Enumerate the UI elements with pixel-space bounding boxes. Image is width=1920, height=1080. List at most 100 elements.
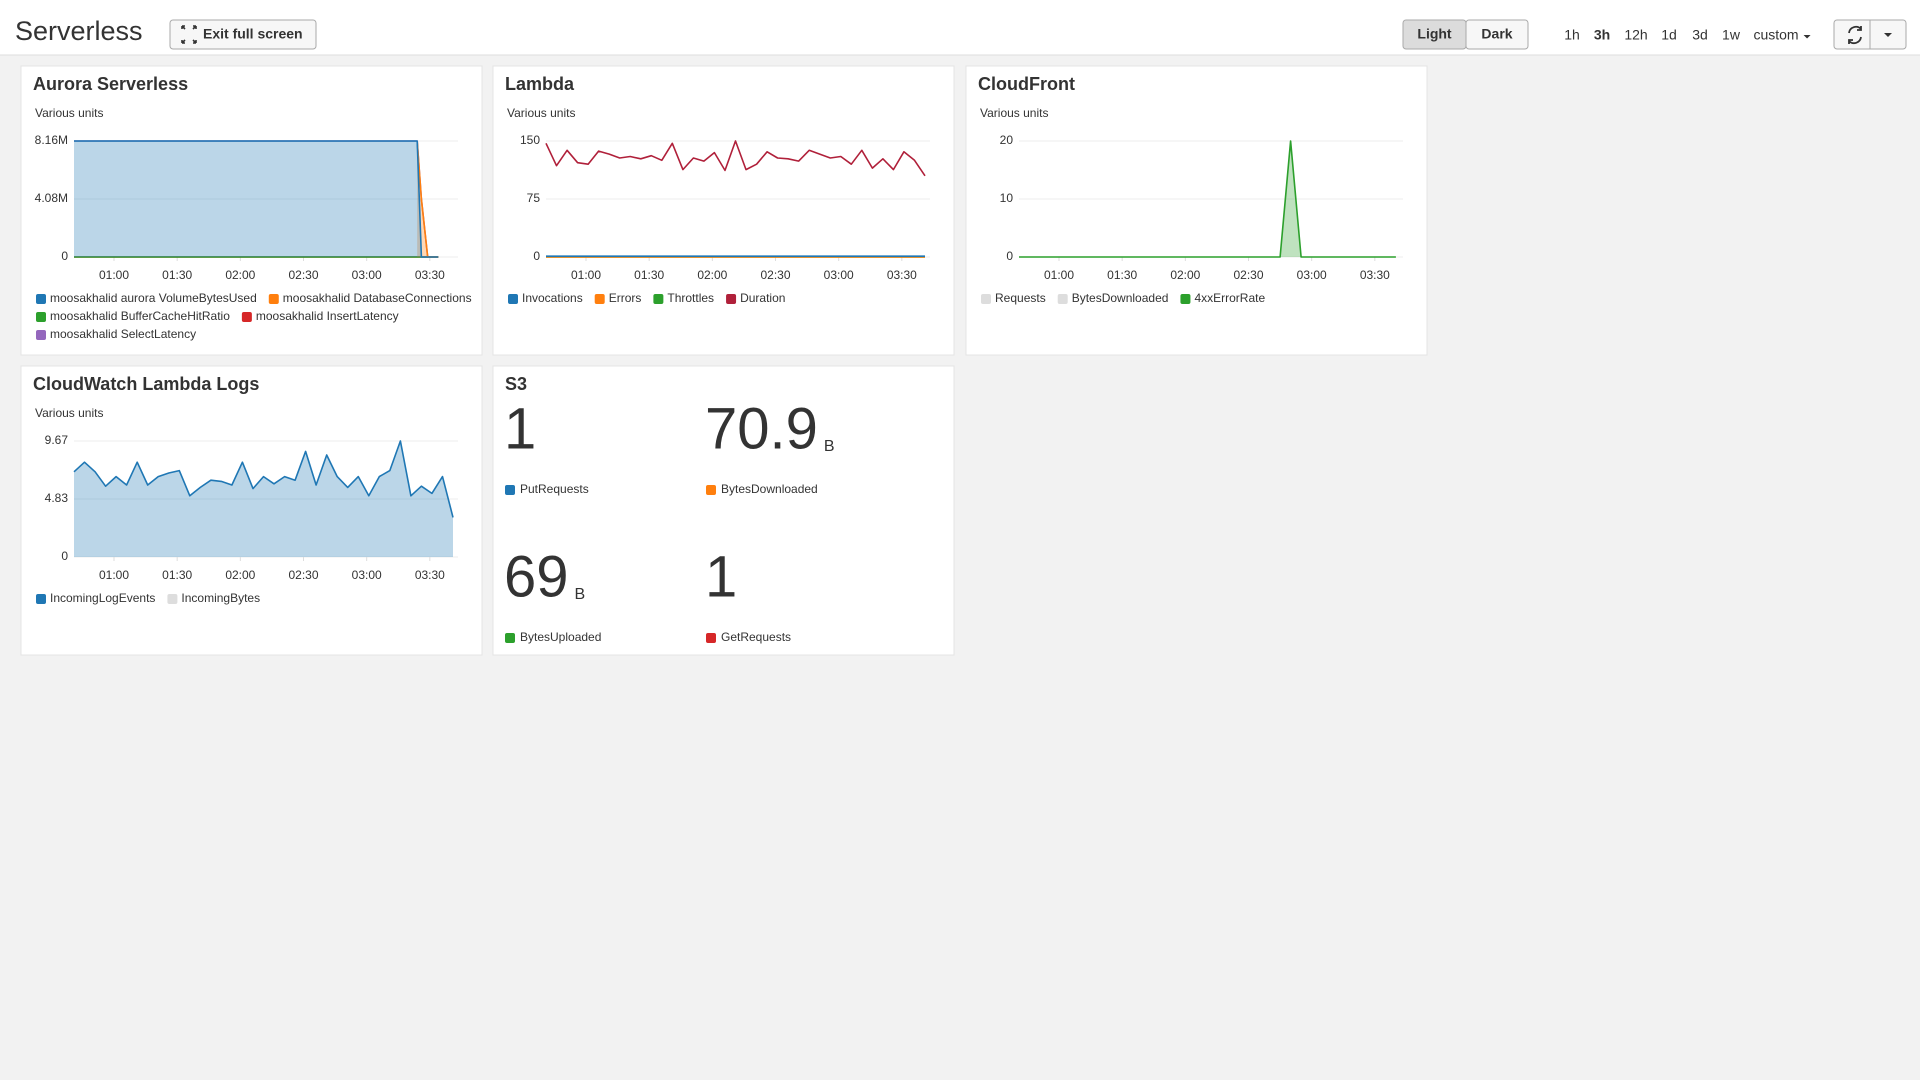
widget: Lambda Various units 0 75 150 01:00 01:30 02:00… [492,65,955,356]
metric-value: 69 [504,544,569,609]
widget-title: Aurora Serverless [33,74,188,94]
y-axis-label: Various units [980,106,1048,120]
legend-swatch [505,485,515,495]
y-axis-label: Various units [507,106,575,120]
widget-bg [492,365,955,656]
theme-button-bg[interactable] [1465,19,1529,50]
time-range[interactable]: 3d [1692,27,1708,43]
legend-label[interactable]: GetRequests [721,630,791,644]
legend-label[interactable]: Errors [609,291,642,305]
x-tick-label: 02:00 [697,268,727,282]
legend-swatch [508,294,518,304]
y-axis-label: Various units [35,106,103,120]
time-range[interactable]: 1h [1564,27,1580,43]
metric-value: 70.9 [705,396,818,461]
y-tick-label: 0 [533,249,540,263]
x-tick-label: 03:00 [824,268,854,282]
widget: CloudFront Various units 0 10 20 01:00 01:30 02… [965,65,1428,356]
legend-swatch [167,594,178,604]
metric-value: 1 [504,396,536,461]
legend-label[interactable]: BytesDownloaded [721,482,818,496]
x-tick-label: 02:00 [225,268,255,282]
refresh-button[interactable] [1833,19,1907,50]
theme-label[interactable]: Light [1417,26,1452,42]
legend-label[interactable]: Requests [995,291,1046,305]
widget-bg [492,65,955,356]
legend-swatch [706,485,716,495]
legend-swatch [505,633,515,643]
refresh-icon [1848,25,1862,45]
legend-swatch [268,294,279,304]
legend-label[interactable]: moosakhalid DatabaseConnections [283,291,472,305]
x-tick-label: 02:30 [288,268,318,282]
x-tick-label: 02:30 [288,568,318,582]
area [417,141,439,257]
legend-label[interactable]: moosakhalid SelectLatency [50,327,196,341]
widget-bg [20,65,483,356]
legend-swatch [241,312,252,322]
y-tick-label: 0 [61,249,68,263]
legend-label[interactable]: moosakhalid aurora VolumeBytesUsed [50,291,257,305]
y-axis-label: Various units [35,406,103,420]
legend-label[interactable]: Duration [740,291,785,305]
legend-swatch [36,312,46,322]
legend-label[interactable]: IncomingBytes [181,591,260,605]
legend-label[interactable]: PutRequests [520,482,589,496]
widget: CloudWatch Lambda Logs Various units 0 4.83… [20,365,483,656]
x-tick-label: 01:00 [99,268,129,282]
x-tick-label: 01:00 [571,268,601,282]
widget-title: CloudWatch Lambda Logs [33,374,259,394]
legend-label[interactable]: Invocations [522,291,583,305]
legend-swatch [594,294,605,304]
x-tick-label: 01:30 [634,268,664,282]
legend-label[interactable]: IncomingLogEvents [50,591,155,605]
x-tick-label: 03:30 [1360,268,1390,282]
legend-label[interactable]: moosakhalid BufferCacheHitRatio [50,309,230,323]
legend-swatch [653,294,664,304]
legend-label[interactable]: BytesDownloaded [1072,291,1169,305]
caret-icon [1884,33,1892,37]
x-tick-label: 03:30 [887,268,917,282]
time-range[interactable]: 12h [1624,27,1647,43]
exit-label[interactable]: Exit full screen [203,26,303,42]
legend-label[interactable]: Throttles [667,291,714,305]
legend-swatch [36,330,46,340]
x-tick-label: 02:30 [1233,268,1263,282]
x-tick-label: 03:00 [352,268,382,282]
x-tick-label: 02:30 [760,268,790,282]
line [73,440,454,518]
area [74,141,439,257]
time-range[interactable]: 1w [1722,27,1741,43]
widget-bg [965,65,1428,356]
legend-swatch [981,294,991,304]
time-range[interactable]: custom [1753,27,1798,43]
legend-swatch [1180,294,1191,304]
widget: Aurora Serverless Various units 0 4.08M 8.16… [20,65,483,356]
y-tick-label: 4.83 [45,491,69,505]
widget-title: S3 [505,374,527,394]
line [545,140,926,177]
widget-bg [20,365,483,656]
widget-title: CloudFront [978,74,1075,94]
widget-title: Lambda [505,74,575,94]
theme-button[interactable]: Light [1402,19,1467,50]
theme-button[interactable]: Dark [1465,19,1529,50]
y-tick-label: 150 [520,133,540,147]
metric-unit: B [824,438,835,455]
time-range[interactable]: 3h [1594,27,1610,43]
legend-label[interactable]: BytesUploaded [520,630,601,644]
theme-label[interactable]: Dark [1481,26,1512,42]
time-range[interactable]: 1d [1661,27,1677,43]
legend-swatch [726,294,737,304]
header-bar [0,0,1920,55]
legend-label[interactable]: 4xxErrorRate [1194,291,1265,305]
legend-label[interactable]: moosakhalid InsertLatency [256,309,399,323]
exit-button[interactable]: Exit full screen [169,19,317,50]
legend-swatch [1057,294,1068,304]
x-tick-label: 03:00 [1297,268,1327,282]
y-tick-label: 20 [1000,133,1014,147]
y-tick-label: 0 [1006,249,1013,263]
range-caret [1803,35,1811,39]
